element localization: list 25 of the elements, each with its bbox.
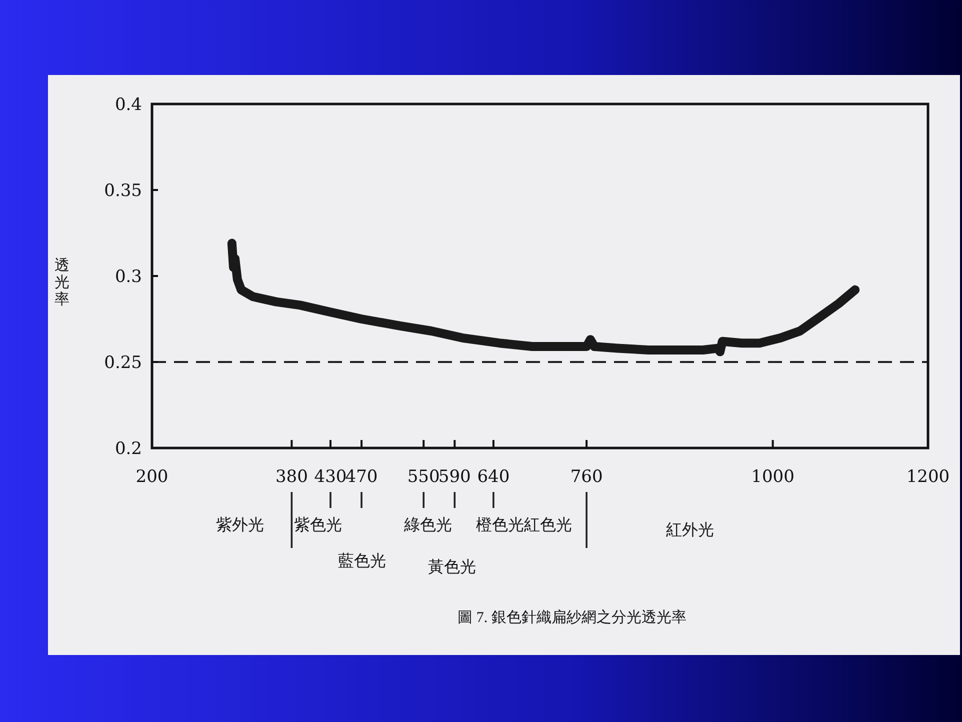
text: 紅外光	[666, 521, 714, 539]
x-tick-label: 380	[275, 467, 308, 487]
text: 黃色光	[428, 558, 476, 576]
x-tick-label: 470	[345, 467, 378, 487]
text: 紫外光	[216, 516, 264, 534]
text: 綠色光	[403, 516, 452, 534]
y-tick-label: 0.25	[104, 353, 142, 373]
x-tick-label: 1200	[906, 467, 950, 487]
y-axis-title: 透光率	[54, 257, 70, 308]
y-tick-label: 0.35	[104, 181, 142, 201]
text: 紅色光	[524, 516, 572, 534]
y-tick-label: 0.3	[114, 267, 142, 287]
text: 紫色光	[294, 516, 342, 534]
y-tick-label: 0.4	[114, 95, 142, 115]
x-tick-label: 760	[570, 467, 603, 487]
x-tick-label: 640	[477, 467, 510, 487]
x-tick-label: 550	[407, 467, 440, 487]
x-tick-label: 1000	[751, 467, 794, 487]
x-tick-label: 590	[438, 467, 471, 487]
y-tick-label: 0.2	[114, 439, 142, 459]
x-tick-label: 200	[136, 467, 168, 487]
text: 藍色光	[338, 552, 386, 570]
caption: 圖 7. 銀色針織扁紗網之分光透光率	[458, 609, 686, 626]
x-tick-label: 430	[314, 467, 347, 487]
text: 橙色光	[476, 516, 524, 534]
